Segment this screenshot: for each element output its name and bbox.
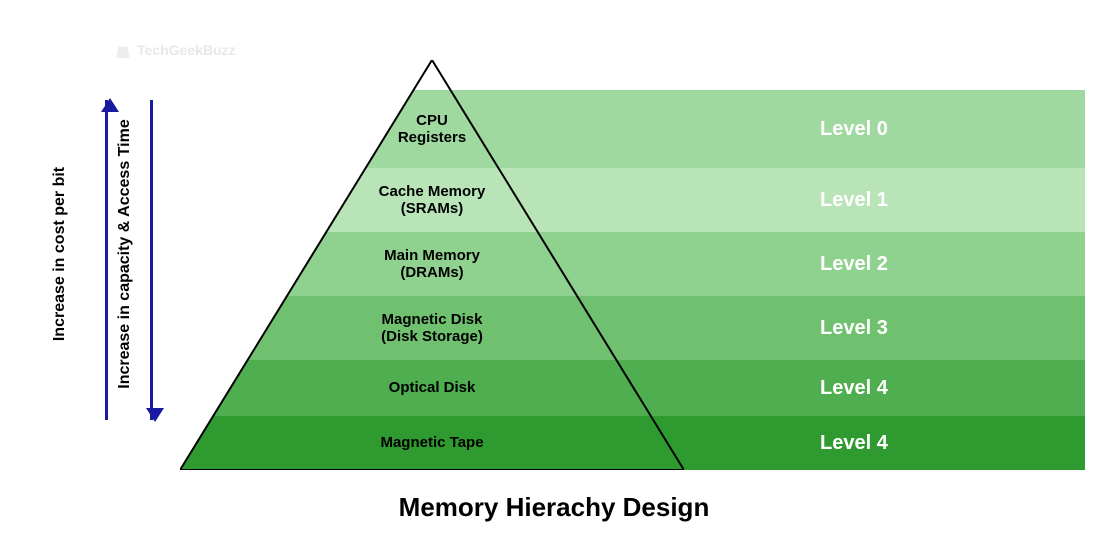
- hierarchy-band: Main Memory (DRAMs) Level 2: [180, 232, 1085, 296]
- diagram-title: Memory Hierachy Design: [0, 492, 1108, 523]
- band-level-text: Level 3: [820, 317, 888, 340]
- arrow-capacity-down-icon: [150, 100, 153, 420]
- band-label: Main Memory (DRAMs): [384, 247, 480, 282]
- band-level-text: Level 4: [820, 432, 888, 455]
- axis-label-cost: Increase in cost per bit: [51, 124, 69, 384]
- band-label: CPU Registers: [398, 112, 466, 147]
- hierarchy-band: Cache Memory (SRAMs) Level 1: [180, 168, 1085, 232]
- band-level-text: Level 1: [820, 189, 888, 212]
- hierarchy-bands: CPU Registers Level 0 Cache Memory (SRAMs)…: [180, 60, 1085, 440]
- watermark: TechGeekBuzz: [115, 42, 236, 58]
- band-level-text: Level 2: [820, 253, 888, 276]
- band-label: Optical Disk: [389, 379, 476, 396]
- arrow-cost-up-icon: [105, 100, 108, 420]
- hierarchy-band: Optical Disk Level 4: [180, 360, 1085, 416]
- band-level-text: Level 0: [820, 118, 888, 141]
- hierarchy-band: Magnetic Tape Level 4: [180, 416, 1085, 470]
- diagram-canvas: TechGeekBuzz TechGeekBuzz Increase in co…: [0, 0, 1108, 545]
- band-level-text: Level 4: [820, 377, 888, 400]
- bag-icon: [115, 42, 131, 58]
- hierarchy-band: Magnetic Disk (Disk Storage) Level 3: [180, 296, 1085, 360]
- band-label: Magnetic Tape: [380, 434, 483, 451]
- band-label: Cache Memory (SRAMs): [379, 183, 486, 218]
- band-label: Magnetic Disk (Disk Storage): [381, 311, 483, 346]
- watermark-text: TechGeekBuzz: [137, 42, 236, 58]
- hierarchy-band: CPU Registers Level 0: [180, 90, 1085, 168]
- axis-label-capacity: Increase in capacity & Access Time: [116, 99, 134, 409]
